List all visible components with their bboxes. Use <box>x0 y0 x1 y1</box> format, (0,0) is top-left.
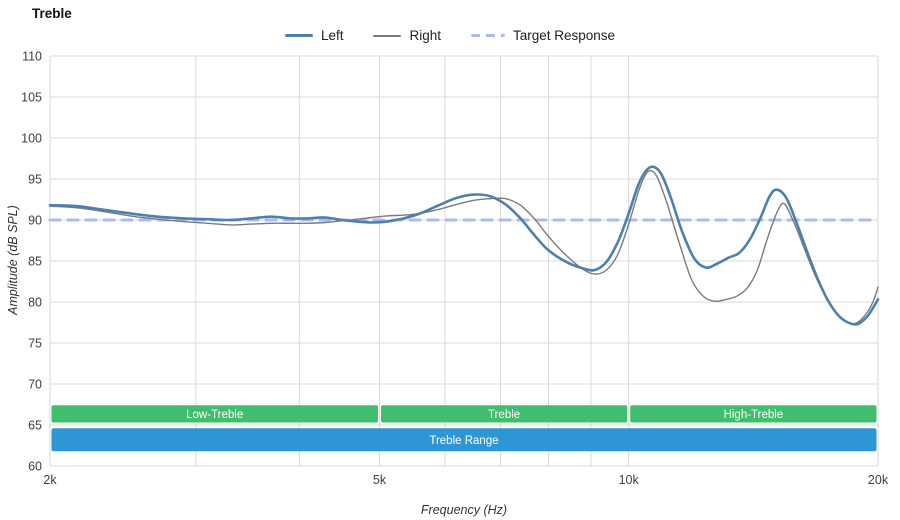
band-low-treble <box>51 405 378 423</box>
legend-item-right[interactable]: Right <box>373 28 441 43</box>
band-high-treble <box>630 405 877 423</box>
y-tick-label: 100 <box>21 132 42 146</box>
y-tick-label: 85 <box>28 255 42 269</box>
x-tick-label: 5k <box>373 473 387 487</box>
y-tick-label: 90 <box>28 214 42 228</box>
series-line-right <box>49 169 879 325</box>
y-tick-label: 75 <box>28 337 42 351</box>
band-treble <box>381 405 628 423</box>
chart-title: Treble <box>32 6 72 21</box>
y-tick-label: 95 <box>28 173 42 187</box>
target-response-swatch-icon <box>470 33 505 38</box>
x-tick-label: 2k <box>43 473 57 487</box>
band-label-treble: Treble <box>488 409 520 421</box>
band-label-high-treble: High-Treble <box>724 409 784 421</box>
right-line-swatch-icon <box>373 34 402 37</box>
x-tick-label: 10k <box>619 473 640 487</box>
y-tick-label: 110 <box>22 50 42 64</box>
legend-label-right: Right <box>409 28 441 43</box>
x-tick-label: 20k <box>868 473 889 487</box>
y-tick-label: 105 <box>21 91 42 105</box>
series-line-left <box>48 165 880 326</box>
band-label-treble-range: Treble Range <box>429 435 498 447</box>
y-tick-label: 65 <box>28 419 42 433</box>
legend-item-target-response[interactable]: Target Response <box>470 28 616 43</box>
y-tick-label: 70 <box>28 378 42 392</box>
left-line-swatch-icon <box>284 33 313 38</box>
legend-label-left: Left <box>320 28 344 43</box>
legend-label-target-response: Target Response <box>512 28 616 43</box>
y-tick-label: 60 <box>28 460 42 474</box>
band-label-low-treble: Low-Treble <box>186 409 243 421</box>
band-treble-range <box>51 428 877 452</box>
legend-item-left[interactable]: Left <box>284 28 344 43</box>
legend: Left Right Target Response <box>0 28 900 43</box>
y-tick-label: 80 <box>28 296 42 310</box>
